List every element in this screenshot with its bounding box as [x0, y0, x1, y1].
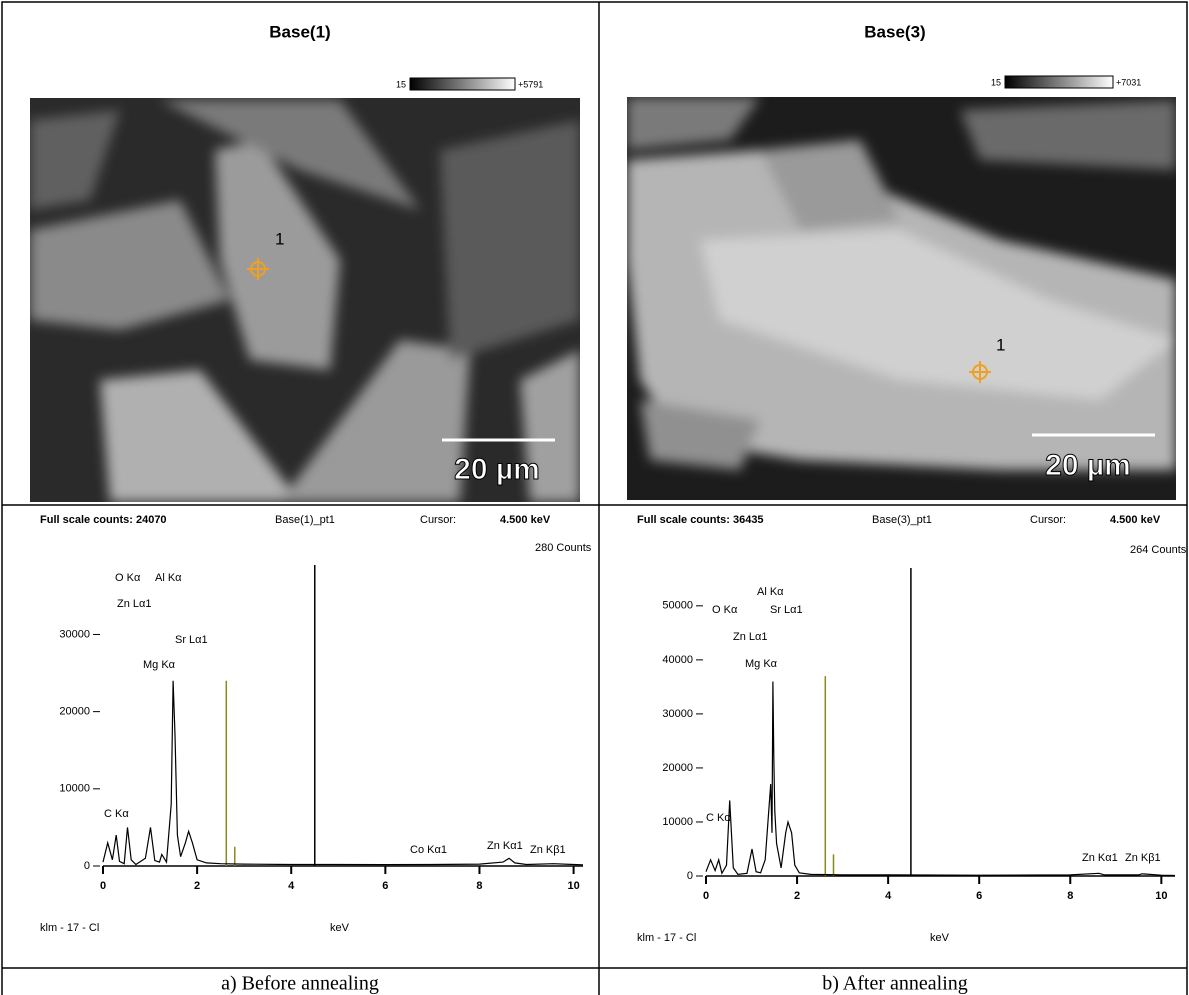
peak-label: O Kα [115, 572, 141, 584]
scale-bar-label: 20 µm [454, 453, 540, 486]
y-tick-label: 30000 [59, 628, 90, 640]
y-tick-label: 40000 [662, 654, 693, 666]
colorbar [410, 78, 515, 90]
x-axis-label: keV [330, 922, 350, 934]
source-label: klm - 17 - Cl [637, 932, 696, 944]
y-tick-label: 0 [687, 870, 693, 882]
y-tick-label: 50000 [662, 600, 693, 612]
spectrum-header: 4.500 keV [500, 514, 551, 526]
y-tick-label: 10000 [662, 816, 693, 828]
spectrum-header: Base(1)_pt1 [275, 514, 335, 526]
peak-label: Sr Lα1 [770, 604, 803, 616]
point-label: 1 [996, 335, 1005, 354]
colorbar-max: +5791 [518, 79, 543, 89]
y-tick-label: 20000 [59, 706, 90, 718]
x-tick-label: 0 [703, 890, 709, 902]
y-tick-label: 20000 [662, 762, 693, 774]
spectrum-header: Cursor: [1030, 514, 1066, 526]
colorbar-min: 15 [396, 79, 406, 89]
y-tick-label: 0 [84, 860, 90, 872]
peak-label: O Kα [712, 604, 738, 616]
x-tick-label: 6 [382, 880, 388, 892]
peak-label: C Kα [706, 812, 731, 824]
x-tick-label: 4 [288, 880, 295, 892]
peak-label: Al Kα [757, 586, 784, 598]
panel-title: Base(1) [269, 22, 330, 41]
x-axis-label: keV [930, 932, 950, 944]
peak-label: Mg Kα [745, 658, 778, 670]
x-tick-label: 4 [885, 890, 892, 902]
caption: a) Before annealing [221, 973, 379, 995]
x-tick-label: 10 [1155, 890, 1167, 902]
x-tick-label: 10 [567, 880, 579, 892]
x-tick-label: 0 [100, 880, 106, 892]
peak-label: Al Kα [155, 572, 182, 584]
spectrum-header: 4.500 keV [1110, 514, 1161, 526]
spectrum-line [103, 681, 583, 865]
spectrum-header: 264 Counts [1130, 544, 1187, 556]
colorbar [1005, 76, 1113, 88]
spectrum-header: Full scale counts: 24070 [40, 514, 167, 526]
y-tick-label: 30000 [662, 708, 693, 720]
peak-label: Zn Lα1 [117, 598, 152, 610]
x-tick-label: 2 [194, 880, 200, 892]
peak-label: Mg Kα [143, 659, 176, 671]
colorbar-max: +7031 [1116, 77, 1141, 87]
colorbar-min: 15 [991, 77, 1001, 87]
peak-label: Zn Lα1 [733, 631, 768, 643]
x-tick-label: 6 [976, 890, 982, 902]
peak-label: Zn Kβ1 [530, 844, 566, 856]
x-tick-label: 8 [476, 880, 482, 892]
spectrum-header: Base(3)_pt1 [872, 514, 932, 526]
peak-label: Zn Kβ1 [1125, 852, 1161, 864]
peak-label: C Kα [104, 808, 129, 820]
spectrum-line [706, 682, 1175, 876]
x-tick-label: 2 [794, 890, 800, 902]
peak-label: Zn Kα1 [1082, 852, 1118, 864]
scale-bar-label: 20 µm [1045, 449, 1131, 482]
point-label: 1 [275, 229, 284, 248]
spectrum-header: Full scale counts: 36435 [637, 514, 764, 526]
panel-title: Base(3) [864, 22, 925, 41]
peak-label: Sr Lα1 [175, 634, 208, 646]
figure: Base(1) 15 +5791 1 20 µm a) Before annealing B… [0, 0, 1189, 995]
caption: b) After annealing [822, 973, 968, 995]
peak-label: Co Kα1 [410, 844, 447, 856]
y-tick-label: 10000 [59, 783, 90, 795]
peak-label: Zn Kα1 [487, 840, 523, 852]
spectrum-header: Cursor: [420, 514, 456, 526]
spectrum-header: 280 Counts [535, 542, 592, 554]
source-label: klm - 17 - Cl [40, 922, 99, 934]
sem-image [627, 97, 1176, 500]
x-tick-label: 8 [1067, 890, 1073, 902]
